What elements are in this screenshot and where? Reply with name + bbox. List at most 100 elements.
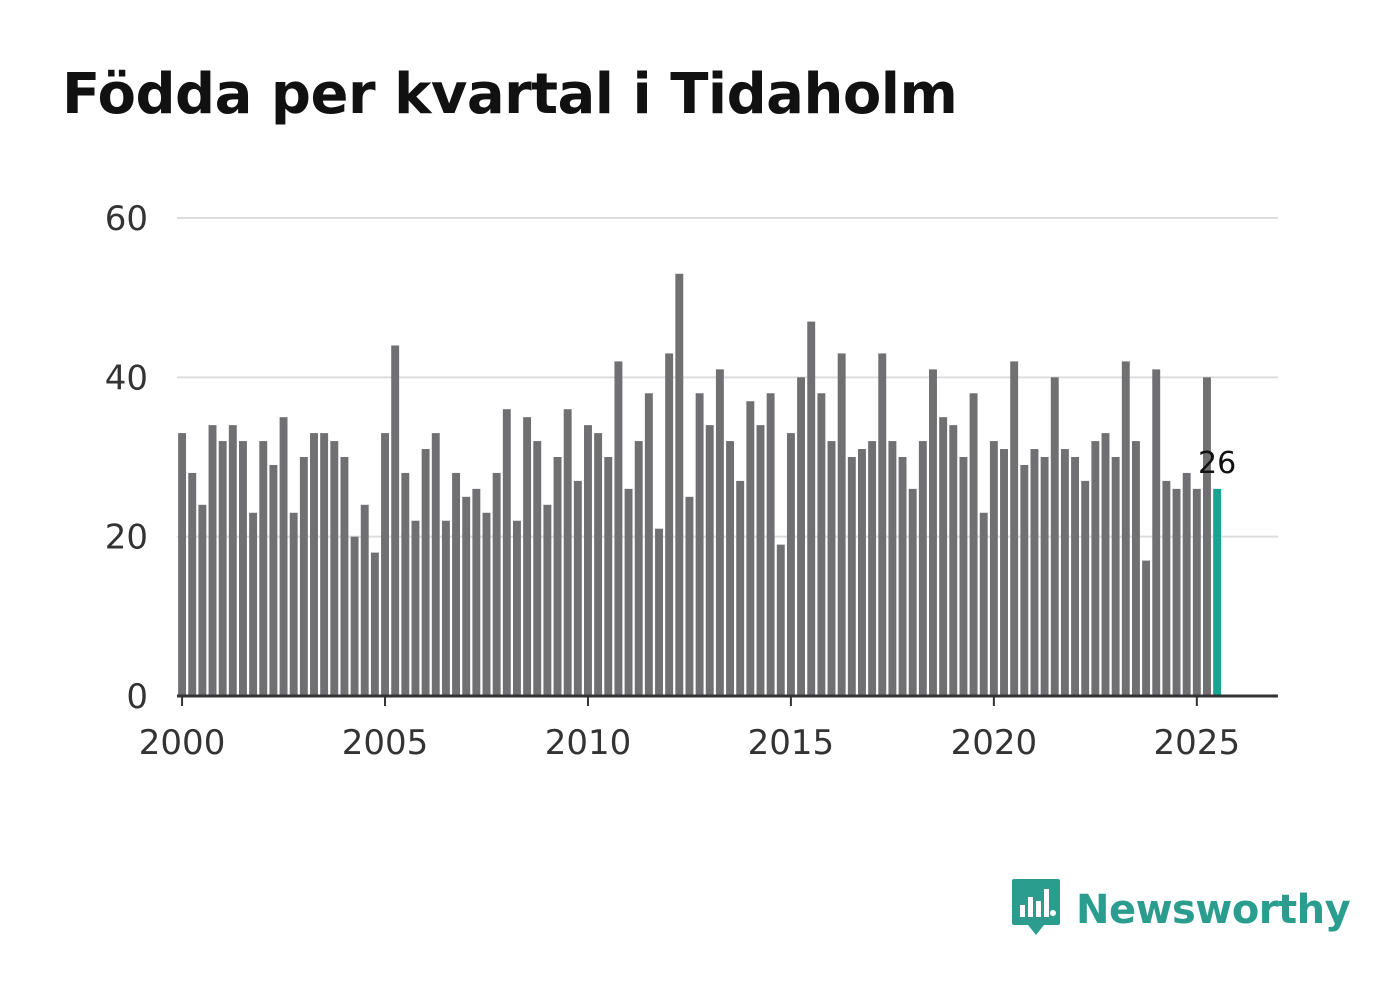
x-tick-label: 2005: [342, 723, 429, 763]
bar: [1000, 449, 1008, 696]
bar: [269, 464, 278, 696]
bar-chart: 0 20 40 60 2000 2005 2010 2015 2020 2025 26: [105, 199, 1278, 763]
bar: [868, 441, 877, 696]
x-tick-label: 2015: [748, 723, 835, 763]
bar: [259, 441, 268, 696]
bar: [766, 393, 775, 696]
bar: [746, 401, 755, 696]
bar: [918, 441, 927, 696]
bar: [695, 393, 704, 696]
bar: [411, 520, 420, 696]
bar: [665, 353, 674, 696]
bar: [441, 520, 450, 696]
bar: [644, 393, 653, 696]
bar: [929, 369, 937, 696]
bar: [452, 472, 461, 696]
x-tick-label: 2000: [139, 723, 226, 763]
bar: [299, 457, 308, 696]
bar: [898, 457, 907, 696]
bar: [969, 393, 978, 696]
bar: [1203, 377, 1211, 696]
bar: [563, 409, 572, 696]
bar: [949, 425, 958, 696]
bar: [878, 353, 887, 696]
bar: [1172, 488, 1181, 696]
bar: [959, 457, 968, 696]
bar: [908, 488, 917, 696]
bar: [1121, 361, 1130, 696]
bar: [543, 504, 552, 696]
y-tick-label: 20: [105, 518, 148, 558]
bar: [1111, 457, 1120, 696]
bar: [320, 433, 329, 696]
bar: [1142, 560, 1151, 696]
bar: [533, 441, 542, 696]
value-label: 26: [1198, 446, 1236, 481]
bar: [340, 457, 349, 696]
x-axis-labels: 2000 2005 2010 2015 2020 2025: [139, 723, 1240, 763]
bar: [330, 441, 339, 696]
bar: [370, 552, 379, 696]
bar: [979, 512, 988, 696]
bar: [1091, 441, 1100, 696]
bar-highlight: [1213, 488, 1222, 696]
bar: [837, 353, 846, 696]
bar: [421, 449, 430, 696]
x-tick-label: 2020: [951, 723, 1038, 763]
bar: [360, 504, 369, 696]
annotations: 26: [1198, 446, 1236, 481]
bar: [188, 472, 197, 696]
bar: [523, 417, 532, 696]
bar: [1010, 361, 1019, 696]
bar: [381, 433, 389, 696]
bar: [239, 441, 247, 696]
bar: [1040, 457, 1049, 696]
bar: [553, 457, 562, 696]
bar: [847, 457, 856, 696]
bar: [1030, 449, 1039, 696]
brand-name: Newsworthy: [1076, 887, 1351, 933]
bar: [218, 441, 227, 696]
bar: [827, 441, 836, 696]
bar: [462, 496, 471, 696]
bar: [584, 425, 592, 696]
bar: [807, 321, 816, 696]
bar: [1182, 472, 1191, 696]
bar: [502, 409, 511, 696]
bar: [634, 441, 643, 696]
bar: [858, 449, 866, 696]
x-tick-label: 2010: [545, 723, 632, 763]
bar: [756, 425, 765, 696]
bar: [1071, 457, 1080, 696]
bar: [614, 361, 623, 696]
bar: [310, 433, 318, 696]
bar: [512, 520, 521, 696]
bar: [797, 377, 806, 696]
bar: [888, 441, 897, 696]
bar: [228, 425, 237, 696]
bar: [1192, 488, 1201, 696]
bar: [1101, 433, 1110, 696]
x-axis: [177, 694, 1278, 706]
bar: [655, 528, 663, 696]
bar: [289, 512, 298, 696]
bar: [431, 433, 440, 696]
bar: [726, 441, 734, 696]
bar: [573, 480, 582, 696]
y-tick-label: 0: [126, 677, 148, 717]
bar: [776, 544, 785, 696]
bar: [685, 496, 694, 696]
bar: [736, 480, 745, 696]
brand-logo: Newsworthy: [1010, 878, 1351, 942]
bar: [594, 433, 603, 696]
bar: [705, 425, 714, 696]
bar: [208, 425, 217, 696]
bar: [482, 512, 491, 696]
bar: [178, 433, 187, 696]
bar: [989, 441, 998, 696]
bar: [492, 472, 501, 696]
bar: [198, 504, 207, 696]
bar: [1060, 449, 1069, 696]
y-tick-label: 60: [105, 199, 148, 239]
bar: [604, 457, 613, 696]
